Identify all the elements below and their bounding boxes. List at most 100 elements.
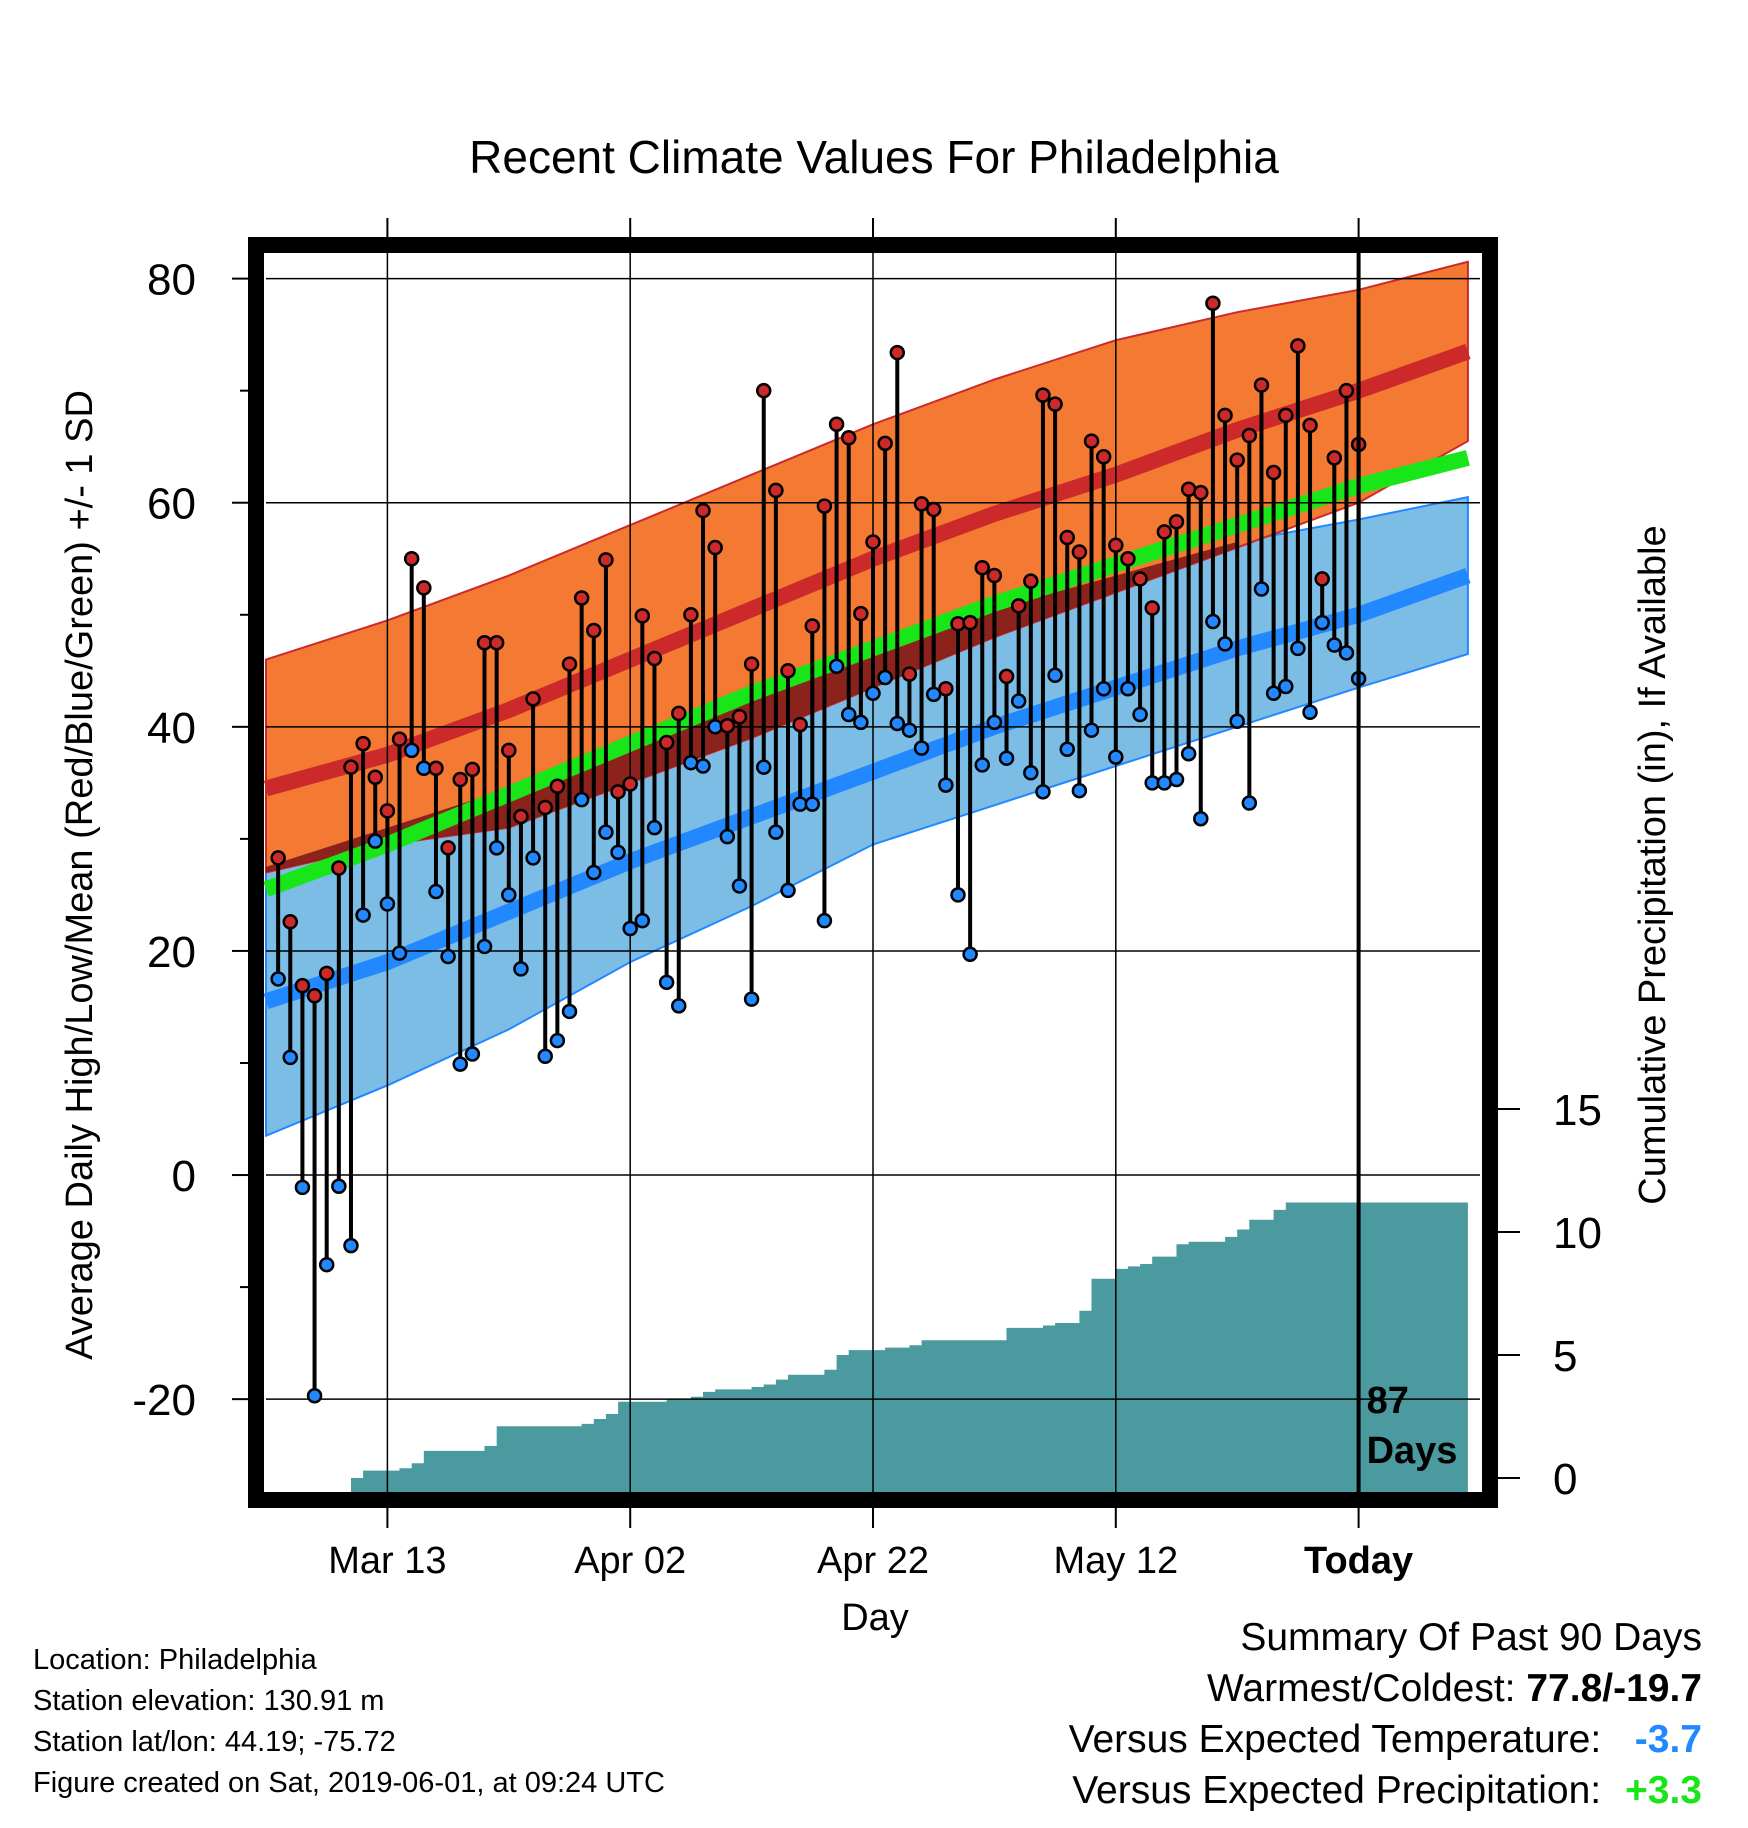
daily-high-point: [719, 717, 736, 734]
daily-high-point: [1217, 407, 1233, 424]
daily-low-point: [804, 796, 821, 812]
daily-low-point: [537, 1048, 553, 1065]
daily-high-point: [1010, 598, 1027, 614]
daily-high-point: [282, 914, 299, 930]
daily-high-point: [1168, 514, 1185, 530]
y-tick-label: 80: [147, 256, 196, 305]
precip-anomaly-value: +3.3: [1625, 1769, 1702, 1812]
daily-low-point: [598, 824, 614, 840]
daily-high-point: [1326, 450, 1343, 466]
daily-low-point: [634, 912, 651, 929]
daily-high-point: [391, 731, 408, 747]
daily-high-point: [1023, 573, 1039, 589]
daily-high-point: [707, 539, 723, 556]
daily-low-point: [938, 777, 954, 793]
daily-low-point: [828, 658, 845, 675]
daily-low-point: [1314, 614, 1330, 631]
daily-high-point: [573, 590, 590, 606]
daily-low-point: [282, 1049, 299, 1066]
daily-low-point: [318, 1256, 335, 1273]
daily-high-point: [1132, 571, 1148, 587]
daily-high-point: [488, 635, 505, 651]
daily-low-point: [671, 998, 687, 1014]
daily-low-point: [695, 758, 711, 774]
today-days-label: Days: [1367, 1430, 1458, 1472]
daily-high-point: [743, 656, 760, 672]
daily-low-point: [1120, 680, 1136, 697]
daily-low-point: [452, 1056, 468, 1072]
daily-low-point: [1010, 693, 1027, 709]
y2-tick-label: 0: [1553, 1455, 1577, 1504]
daily-high-point: [1205, 295, 1221, 312]
daily-high-point: [367, 769, 384, 786]
today-days-label: 87: [1367, 1380, 1409, 1422]
daily-low-point: [573, 791, 590, 808]
daily-high-point: [403, 551, 420, 567]
temp-anomaly-label: Versus Expected Temperature:: [1068, 1718, 1602, 1761]
daily-high-point: [792, 716, 808, 733]
x-tick-label: Today: [1304, 1540, 1413, 1582]
daily-low-point: [865, 685, 881, 701]
precip-area: [351, 1202, 1468, 1500]
y-tick-label: 0: [172, 1152, 196, 1201]
daily-high-point: [974, 559, 991, 576]
daily-high-point: [525, 691, 541, 707]
daily-low-point: [1132, 706, 1148, 723]
daily-low-point: [913, 740, 930, 756]
extremes-value: 77.8/-19.7: [1526, 1667, 1702, 1710]
summary-extremes: Warmest/Coldest: 77.8/-19.7: [1069, 1663, 1702, 1714]
daily-low-point: [270, 971, 286, 987]
daily-low-point: [1059, 741, 1075, 757]
daily-low-point: [1180, 745, 1197, 762]
daily-high-point: [695, 502, 711, 519]
daily-low-point: [877, 669, 893, 686]
daily-low-point: [1083, 722, 1100, 738]
daily-low-point: [331, 1178, 347, 1194]
x-tick-label: Mar 13: [328, 1540, 446, 1582]
daily-high-point: [343, 759, 359, 775]
daily-high-point: [1035, 387, 1051, 403]
daily-high-point: [294, 977, 311, 994]
y2-tick-label: 10: [1553, 1209, 1602, 1258]
daily-low-point: [1205, 613, 1221, 630]
daily-high-point: [379, 803, 396, 819]
daily-high-point: [634, 608, 651, 624]
chart-title: Recent Climate Values For Philadelphia: [469, 131, 1279, 183]
daily-low-point: [755, 759, 772, 775]
daily-high-point: [658, 734, 675, 751]
daily-low-point: [488, 840, 505, 856]
temp-anomaly-value: -3.7: [1634, 1718, 1702, 1761]
daily-low-point: [1023, 765, 1039, 781]
daily-low-point: [925, 686, 942, 703]
daily-low-point: [986, 714, 1003, 731]
daily-high-point: [610, 784, 626, 800]
daily-high-point: [1083, 433, 1100, 449]
daily-high-point: [464, 761, 481, 778]
daily-low-point: [561, 1003, 578, 1020]
daily-low-point: [306, 1388, 323, 1404]
daily-high-point: [1278, 407, 1294, 424]
daily-low-point: [974, 757, 991, 773]
daily-low-point: [853, 714, 869, 731]
daily-low-point: [1326, 637, 1343, 653]
y-axis-label: Average Daily High/Low/Mean (Red/Blue/Gr…: [59, 390, 101, 1360]
daily-high-point: [598, 552, 614, 568]
axes: 80 60 40 20 0 -20 15 10 5 0 Mar 13 Apr 02 Apr 22 May …: [132, 218, 1602, 1582]
daily-low-point: [1071, 782, 1088, 799]
daily-high-point: [913, 496, 930, 512]
daily-low-point: [355, 907, 371, 923]
daily-low-point: [768, 824, 784, 840]
summary-precip: Versus Expected Precipitation: +3.3: [1069, 1765, 1702, 1816]
plot-frame: [248, 237, 1498, 1508]
summary-heading: Summary Of Past 90 Days: [1240, 1616, 1702, 1659]
daily-high-point: [1047, 396, 1063, 412]
daily-low-point: [840, 706, 857, 723]
daily-high-point: [501, 742, 517, 759]
daily-high-point: [804, 618, 821, 634]
daily-high-point: [828, 416, 845, 433]
daily-low-point: [998, 750, 1015, 766]
daily-high-point: [901, 666, 918, 682]
daily-high-point: [1265, 464, 1282, 481]
x-tick-label: May 12: [1053, 1540, 1178, 1582]
daily-low-point: [464, 1046, 481, 1062]
